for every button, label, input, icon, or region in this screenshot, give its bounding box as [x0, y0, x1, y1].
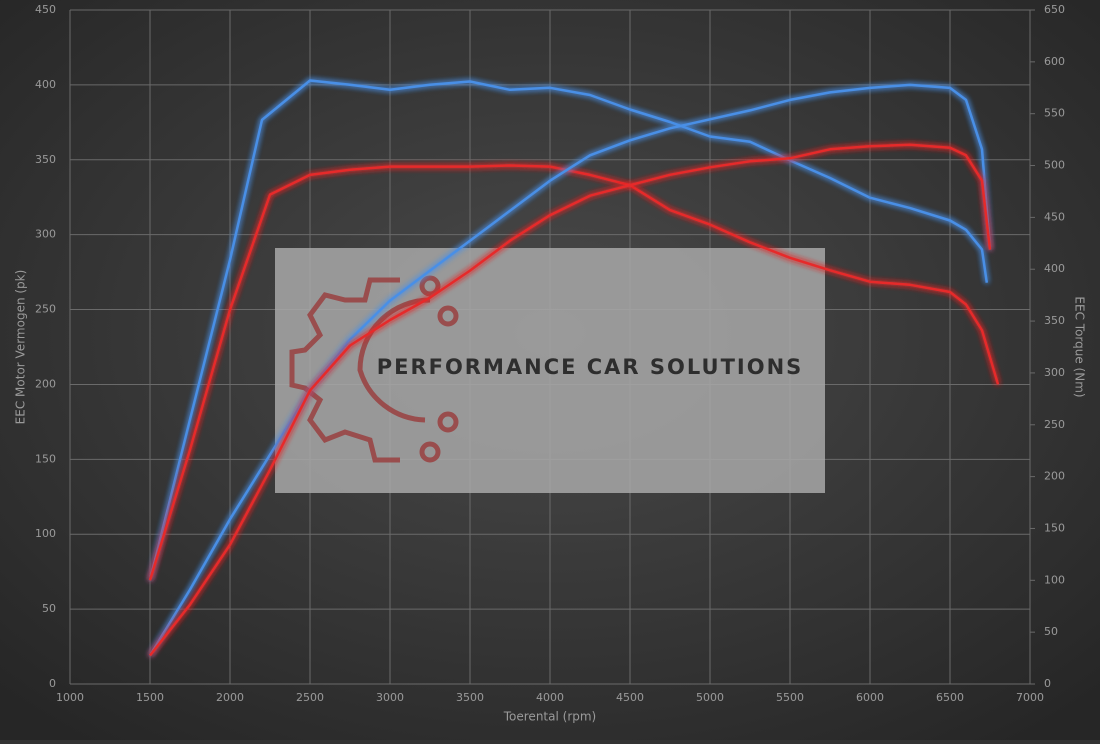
- y-tick-label: 0: [49, 677, 56, 690]
- y2-tick-label: 100: [1044, 573, 1065, 586]
- y2-tick-label: 350: [1044, 314, 1065, 327]
- watermark: PERFORMANCE CAR SOLUTIONS: [275, 248, 825, 493]
- x-tick-label: 7000: [1016, 691, 1044, 704]
- x-tick-label: 6000: [856, 691, 884, 704]
- y2-tick-label: 0: [1044, 677, 1051, 690]
- y-tick-label: 450: [35, 3, 56, 16]
- y-tick-label: 200: [35, 377, 56, 390]
- x-tick-label: 6500: [936, 691, 964, 704]
- y2-tick-label: 250: [1044, 418, 1065, 431]
- y-tick-label: 50: [42, 602, 56, 615]
- x-tick-label: 5000: [696, 691, 724, 704]
- x-tick-label: 4000: [536, 691, 564, 704]
- x-tick-label: 3000: [376, 691, 404, 704]
- y2-tick-label: 50: [1044, 625, 1058, 638]
- x-tick-label: 3500: [456, 691, 484, 704]
- y-tick-label: 400: [35, 78, 56, 91]
- y-tick-label: 300: [35, 228, 56, 241]
- y2-tick-label: 500: [1044, 159, 1065, 172]
- x-tick-label: 1000: [56, 691, 84, 704]
- series-line: [149, 143, 992, 657]
- watermark-text: PERFORMANCE CAR SOLUTIONS: [377, 355, 804, 379]
- y2-tick-label: 650: [1044, 3, 1065, 16]
- y-tick-label: 100: [35, 527, 56, 540]
- series-line: [148, 79, 989, 581]
- x-tick-label: 5500: [776, 691, 804, 704]
- y-tick-label: 250: [35, 303, 56, 316]
- y2-tick-label: 550: [1044, 107, 1065, 120]
- y2-tick-label: 400: [1044, 262, 1065, 275]
- y2-tick-label: 450: [1044, 210, 1065, 223]
- y2-tick-label: 600: [1044, 55, 1065, 68]
- y-tick-label: 150: [35, 452, 56, 465]
- x-tick-label: 1500: [136, 691, 164, 704]
- y-axis-label: EEC Motor Vermogen (pk): [14, 270, 28, 425]
- x-tick-label: 4500: [616, 691, 644, 704]
- y2-tick-label: 200: [1044, 470, 1065, 483]
- watermark-logo: [289, 275, 459, 463]
- y-tick-label: 350: [35, 153, 56, 166]
- y2-tick-label: 150: [1044, 521, 1065, 534]
- y2-axis-label: EEC Torque (Nm): [1073, 296, 1087, 397]
- x-tick-label: 2500: [296, 691, 324, 704]
- y2-tick-label: 300: [1044, 366, 1065, 379]
- x-tick-label: 2000: [216, 691, 244, 704]
- x-axis-label: Toerental (rpm): [503, 710, 596, 724]
